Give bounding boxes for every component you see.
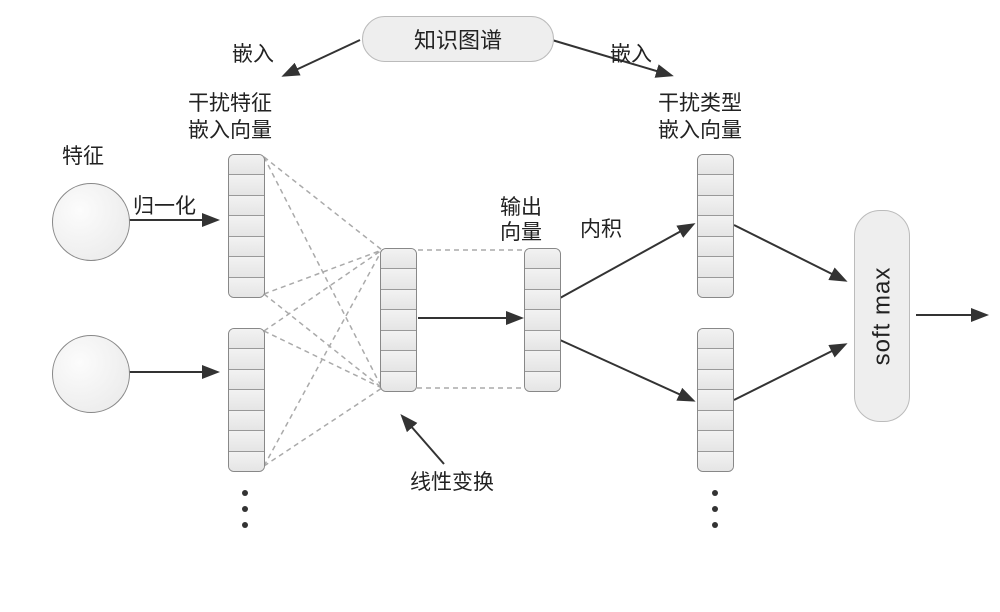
out-to-type-2: [560, 340, 692, 400]
dot-icon: [242, 490, 248, 496]
to-softmax-1: [734, 225, 844, 280]
vector-cell: [381, 289, 416, 309]
diagram-canvas: 知识图谱 soft max 特征 归一化 干扰特征 嵌入向量 干扰类型 嵌入向量…: [0, 0, 1000, 612]
vector-cell: [698, 155, 733, 174]
vector-cell: [698, 215, 733, 235]
dot-icon: [242, 522, 248, 528]
dot-icon: [712, 506, 718, 512]
vector-cell: [698, 329, 733, 348]
vector-cell: [698, 430, 733, 450]
ellipsis-right: [712, 490, 718, 528]
output-vec: [524, 248, 561, 392]
vector-cell: [229, 329, 264, 348]
vector-cell: [229, 389, 264, 409]
hidden-vec: [380, 248, 417, 392]
vector-cell: [525, 289, 560, 309]
feat-embed-vec-1: [228, 154, 265, 298]
feat-embed-vec-2: [228, 328, 265, 472]
vector-cell: [698, 389, 733, 409]
vector-cell: [229, 369, 264, 389]
vector-cell: [698, 236, 733, 256]
dot-icon: [242, 506, 248, 512]
vector-cell: [381, 330, 416, 350]
vector-cell: [381, 350, 416, 370]
dashed-connection: [264, 250, 382, 466]
feat-embed-label: 干扰特征 嵌入向量: [188, 90, 272, 145]
feature-circle-1: [52, 183, 130, 261]
feature-circle-2: [52, 335, 130, 413]
vector-cell: [525, 371, 560, 391]
linear-label: 线性变换: [410, 466, 494, 496]
inner-prod-label: 内积: [580, 213, 622, 243]
knowledge-graph-label: 知识图谱: [414, 23, 502, 55]
knowledge-graph-pill: 知识图谱: [362, 16, 554, 62]
feature-label: 特征: [62, 140, 104, 170]
softmax-box: soft max: [854, 210, 910, 422]
vector-cell: [525, 268, 560, 288]
linear-ptr: [403, 417, 444, 464]
vector-cell: [525, 330, 560, 350]
embed-right-label: 嵌入: [610, 38, 652, 68]
vector-cell: [229, 430, 264, 450]
output-vec-label: 输出 向量: [500, 195, 542, 245]
type-embed-vec-1: [697, 154, 734, 298]
vector-cell: [229, 236, 264, 256]
vector-cell: [229, 174, 264, 194]
vector-cell: [698, 369, 733, 389]
vector-cell: [698, 451, 733, 471]
type-embed-vec-2: [697, 328, 734, 472]
vector-cell: [229, 215, 264, 235]
vector-cell: [381, 309, 416, 329]
connection-layer: [0, 0, 1000, 612]
vector-cell: [381, 268, 416, 288]
dot-icon: [712, 522, 718, 528]
vector-cell: [698, 410, 733, 430]
dashed-connection: [264, 157, 382, 388]
vector-cell: [698, 277, 733, 297]
embed-left-label: 嵌入: [232, 38, 274, 68]
type-embed-label: 干扰类型 嵌入向量: [658, 90, 742, 145]
vector-cell: [381, 249, 416, 268]
vector-cell: [229, 348, 264, 368]
vector-cell: [229, 410, 264, 430]
dashed-connection: [264, 157, 382, 250]
vector-cell: [698, 256, 733, 276]
vector-cell: [229, 256, 264, 276]
kg-to-left: [285, 40, 360, 75]
vector-cell: [525, 309, 560, 329]
vector-cell: [229, 451, 264, 471]
softmax-label: soft max: [868, 267, 896, 366]
ellipsis-left: [242, 490, 248, 528]
vector-cell: [698, 174, 733, 194]
normalize-label: 归一化: [133, 190, 196, 220]
dashed-connection: [264, 388, 382, 466]
dashed-connection: [264, 294, 382, 388]
vector-cell: [381, 371, 416, 391]
vector-cell: [229, 277, 264, 297]
vector-cell: [229, 195, 264, 215]
dashed-connection: [264, 250, 382, 294]
vector-cell: [229, 155, 264, 174]
to-softmax-2: [734, 345, 844, 400]
dashed-connection: [264, 250, 382, 331]
vector-cell: [525, 350, 560, 370]
vector-cell: [698, 195, 733, 215]
dashed-connection: [264, 331, 382, 388]
vector-cell: [698, 348, 733, 368]
dot-icon: [712, 490, 718, 496]
vector-cell: [525, 249, 560, 268]
